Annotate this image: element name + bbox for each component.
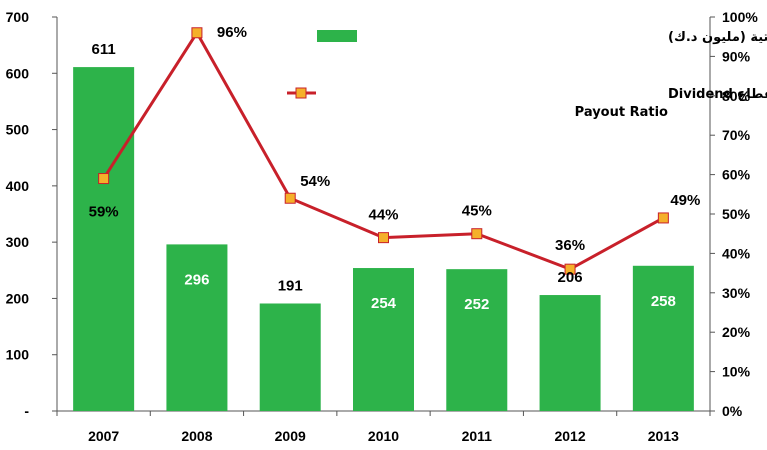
x-tick-label: 2011 [462,428,493,444]
line-value-label: 44% [368,207,398,224]
line-value-label: 45% [462,203,492,220]
y-left-tick-label: 700 [6,9,30,25]
y-right-tick-label: 90% [722,48,751,64]
axes: - 100 200 300 400 500 600 700 0% 10% 20% 30% 40% 50% 6… [6,9,759,444]
line-marker [564,263,576,275]
line-marker [98,173,110,185]
x-tick-label: 2012 [554,428,585,444]
y-right-tick-label: 40% [722,245,751,261]
y-right-tick-label: 0% [722,403,743,419]
line-marker [284,192,296,204]
y-right-tick-label: 60% [722,167,751,183]
bar [166,244,228,411]
line-value-label: 96% [217,24,247,41]
y-right-tick-label: 20% [722,324,751,340]
y-left-tick-label: - [24,403,29,419]
x-tick-label: 2010 [368,428,399,444]
bar-series [73,67,694,411]
bar-value-label: 611 [92,41,116,58]
legend-swatch-bar [317,30,357,42]
line-value-label: 49% [670,192,700,209]
y-left-tick-label: 400 [6,178,30,194]
bar [539,295,601,411]
legend: التوزيعات النقدية الاجمالية لقطاع البنوك… [287,30,767,120]
bar [446,269,508,411]
bar [353,268,414,411]
line-value-label: 59% [89,204,119,221]
y-left-tick-label: 200 [6,290,30,306]
x-tick-label: 2013 [648,428,679,444]
line-marker [378,232,389,244]
legend-label-line-1: نسبة التوزيعات النقدية الى صافي الارباح … [668,87,767,102]
legend-label-bar: التوزيعات النقدية الاجمالية لقطاع البنوك… [668,30,767,45]
line-marker [657,212,669,224]
y-left-tick-label: 600 [6,65,30,81]
y-right-tick-label: 70% [722,127,751,143]
bar [632,265,694,411]
bar [73,67,135,411]
y-left-tick-label: 100 [6,347,30,363]
legend-swatch-marker [295,87,307,99]
bar [259,303,321,411]
line-value-label: 36% [555,237,585,254]
y-left-tick-label: 300 [6,234,30,250]
line-series [98,27,669,275]
bar-value-label: 258 [651,293,676,310]
bar-value-label: 252 [464,296,489,313]
y-right-tick-label: 100% [722,9,758,25]
y-right-tick-label: 30% [722,285,751,301]
y-left-tick-label: 500 [6,122,30,138]
y-right-tick-label: 50% [722,206,751,222]
x-tick-label: 2009 [275,428,306,444]
bar-value-label: 206 [558,269,583,286]
y-right-tick-label: 10% [722,364,751,380]
line-marker [191,27,203,39]
x-tick-label: 2007 [88,428,119,444]
x-tick-label: 2008 [181,428,212,444]
bar-value-label: 296 [184,271,209,288]
bar-value-label: 191 [278,277,303,294]
legend-label-line-2: Payout Ratio [575,105,668,120]
line-value-label: 54% [300,173,330,190]
data-labels: 611 296 191 254 252 206 258 59% 96% 54% 44% 45% 36% 4… [89,24,701,313]
y-right-tick-label: 80% [722,88,751,104]
bar-value-label: 254 [371,295,397,312]
line-marker [471,228,483,240]
